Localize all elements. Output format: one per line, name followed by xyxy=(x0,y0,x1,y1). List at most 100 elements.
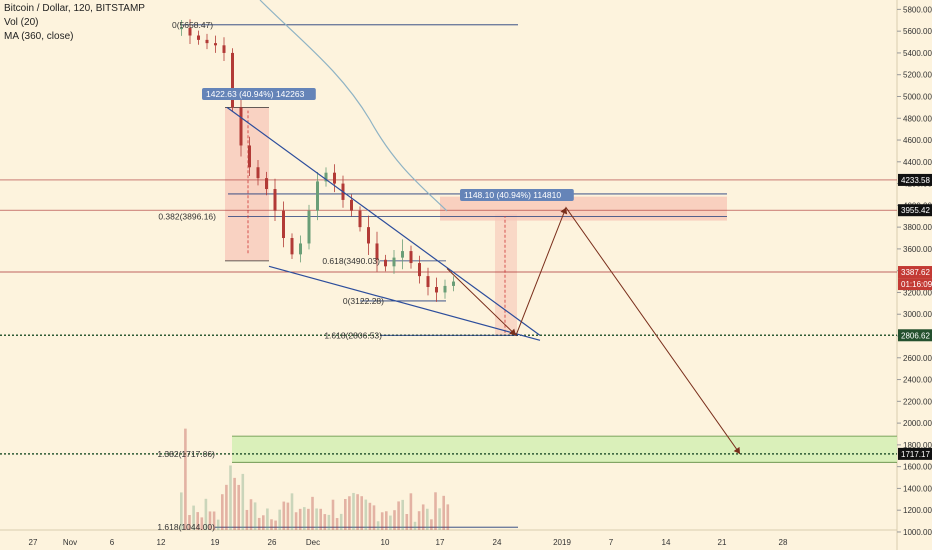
volume-bar xyxy=(413,521,417,530)
volume-bar xyxy=(385,511,388,530)
volume-bar xyxy=(196,512,199,530)
volume-bar xyxy=(184,428,187,530)
volume-bar xyxy=(216,519,220,530)
candles-group xyxy=(180,19,455,302)
volume-bar xyxy=(266,508,269,530)
y-tick-label: 3800.00 xyxy=(903,223,932,232)
volume-bar xyxy=(434,492,437,530)
arrowhead-down xyxy=(509,328,516,336)
ma-line xyxy=(259,0,448,212)
candle-body xyxy=(409,251,413,264)
fib-label: 1.618(1044.00) xyxy=(157,522,215,532)
volume-indicator-label[interactable]: Vol (20) xyxy=(4,17,39,28)
price-label-bg xyxy=(898,266,932,279)
fib-label: 0.382(3896.16) xyxy=(158,212,216,222)
volume-bar xyxy=(442,495,445,530)
x-tick-label: 6 xyxy=(110,538,115,547)
candle-body xyxy=(307,210,311,244)
volume-bar xyxy=(376,521,380,530)
candle-body xyxy=(180,27,183,30)
candle-body xyxy=(231,52,234,108)
volume-group xyxy=(180,428,450,530)
candle-body xyxy=(188,27,192,36)
y-tick-label: 1800.00 xyxy=(903,441,932,450)
arrowhead-up xyxy=(560,207,568,215)
candle-body xyxy=(290,238,294,255)
volume-bar xyxy=(380,512,384,530)
volume-bar xyxy=(438,508,441,530)
price-label-bg xyxy=(898,278,932,291)
volume-bar xyxy=(237,484,240,530)
volume-bar xyxy=(262,515,265,530)
candle-body xyxy=(205,39,209,44)
candle-body xyxy=(273,189,277,211)
candle-body xyxy=(333,172,336,184)
channel-top-line xyxy=(226,106,541,336)
volume-bar xyxy=(208,511,212,530)
volume-bar xyxy=(245,509,249,530)
volume-bar xyxy=(409,493,413,530)
x-tick-label: 28 xyxy=(779,538,788,547)
y-tick-label: 4400.00 xyxy=(903,158,932,167)
volume-bar xyxy=(430,519,433,530)
y-tick-label: 5200.00 xyxy=(903,71,932,80)
volume-bar xyxy=(192,505,195,530)
candle-body xyxy=(324,172,328,182)
price-label-bg xyxy=(898,204,932,217)
y-tick-label: 5400.00 xyxy=(903,49,932,58)
candle-body xyxy=(282,210,285,239)
volume-bar xyxy=(405,513,409,530)
candle-body xyxy=(401,251,404,258)
volume-bar xyxy=(298,508,302,530)
volume-bar xyxy=(307,508,310,530)
volume-bar xyxy=(356,494,359,530)
volume-bar xyxy=(204,498,208,530)
fib-label: 1.618(2806.53) xyxy=(324,330,382,340)
volume-bar xyxy=(257,517,261,530)
y-tick-label: 2400.00 xyxy=(903,376,932,385)
moving-average-label[interactable]: MA (360, close) xyxy=(4,31,74,42)
volume-bar xyxy=(200,517,204,530)
volume-bar xyxy=(446,504,450,530)
y-tick-label: 5600.00 xyxy=(903,27,932,36)
volume-bar xyxy=(401,499,404,530)
volume-bar xyxy=(188,515,191,530)
resistance-zone xyxy=(440,196,727,221)
volume-bar xyxy=(352,492,355,530)
volume-bar xyxy=(421,504,425,530)
x-tick-label: 26 xyxy=(268,538,277,547)
volume-bar xyxy=(335,518,339,530)
volume-bar xyxy=(360,496,363,530)
candle-body xyxy=(222,45,226,53)
measure-label: 1148.10 (40.94%) 114810 xyxy=(464,190,561,200)
y-tick-label: 2000.00 xyxy=(903,419,932,428)
volume-bar xyxy=(274,520,277,530)
candle-body xyxy=(248,145,251,168)
y-tick-label: 3000.00 xyxy=(903,310,932,319)
price-label: 1717.17 xyxy=(901,450,930,459)
volume-bar xyxy=(221,494,224,530)
volume-bar xyxy=(294,512,298,530)
volume-bar xyxy=(344,499,347,530)
y-tick-label: 3200.00 xyxy=(903,288,932,297)
candle-body xyxy=(299,243,302,255)
volume-bar xyxy=(331,499,335,530)
fib-label: 0(3122.28) xyxy=(343,296,384,306)
volume-bar xyxy=(339,513,343,530)
volume-bar xyxy=(290,493,294,530)
volume-bar xyxy=(397,501,400,530)
volume-bar xyxy=(417,511,421,530)
fib-label: 1.382(1717.06) xyxy=(157,449,215,459)
volume-bar xyxy=(180,492,183,530)
x-tick-label: 17 xyxy=(436,538,445,547)
candle-body xyxy=(392,257,396,267)
measure-label: 1422.63 (40.94%) 142263 xyxy=(206,89,305,99)
measure-zone-2 xyxy=(495,214,517,336)
volume-bar xyxy=(286,502,290,530)
fib-label: 0.618(3490.03) xyxy=(322,256,380,266)
price-label: 4233.58 xyxy=(901,176,930,185)
y-tick-label: 2200.00 xyxy=(903,397,932,406)
y-tick-label: 4600.00 xyxy=(903,136,932,145)
candle-body xyxy=(367,227,370,244)
